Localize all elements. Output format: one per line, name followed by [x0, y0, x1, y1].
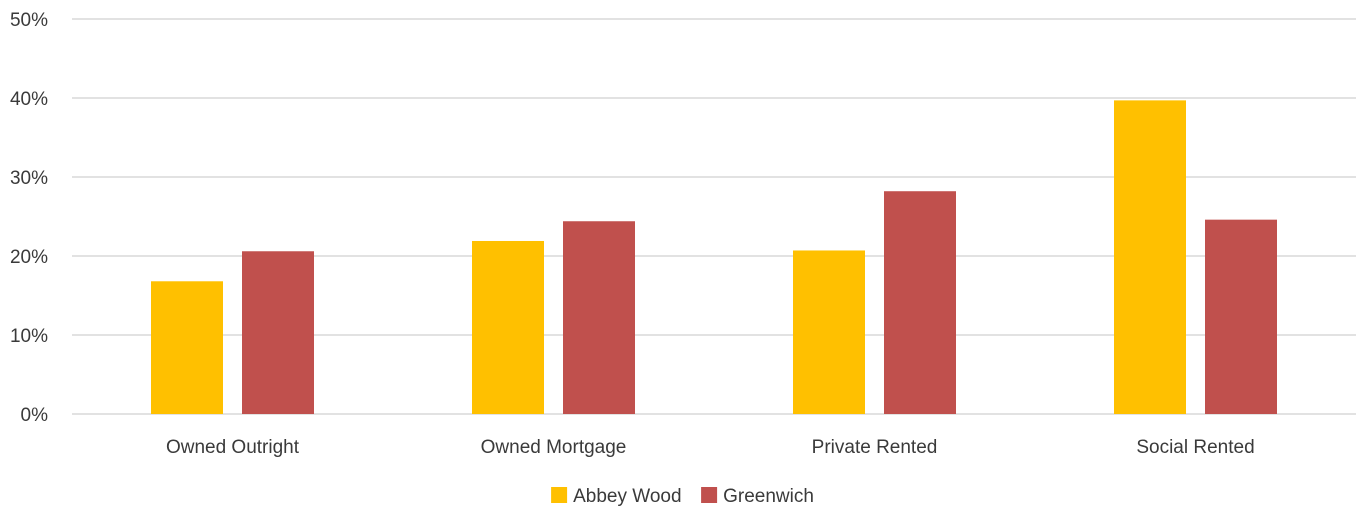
legend-label: Abbey Wood — [573, 486, 681, 507]
x-category-label: Owned Mortgage — [481, 437, 627, 458]
bar-greenwich — [1205, 219, 1277, 414]
y-tick-label: 30% — [10, 168, 48, 189]
y-tick-label: 40% — [10, 89, 48, 110]
x-category-label: Owned Outright — [166, 437, 300, 458]
bar-abbey-wood — [151, 281, 223, 414]
y-axis-tick-labels: 0% 10% 20% 30% 40% 50% — [10, 10, 48, 426]
legend-swatch — [551, 487, 568, 503]
x-category-label: Social Rented — [1136, 437, 1254, 458]
bar-abbey-wood — [1114, 100, 1186, 415]
bar-greenwich — [242, 251, 314, 414]
bar-abbey-wood — [793, 250, 865, 414]
y-tick-label: 20% — [10, 247, 48, 268]
y-tick-label: 0% — [21, 405, 49, 426]
legend-swatch — [701, 487, 718, 503]
x-category-label: Private Rented — [812, 437, 938, 458]
legend-label: Greenwich — [723, 486, 814, 507]
bar-greenwich — [563, 221, 635, 414]
bars — [151, 100, 1277, 415]
legend: Abbey Wood Greenwich — [551, 486, 814, 507]
bar-abbey-wood — [472, 240, 544, 414]
x-axis-category-labels: Owned Outright Owned Mortgage Private Rent… — [166, 437, 1255, 458]
bar-greenwich — [884, 191, 956, 414]
y-tick-label: 10% — [10, 326, 48, 347]
y-tick-label: 50% — [10, 10, 48, 31]
